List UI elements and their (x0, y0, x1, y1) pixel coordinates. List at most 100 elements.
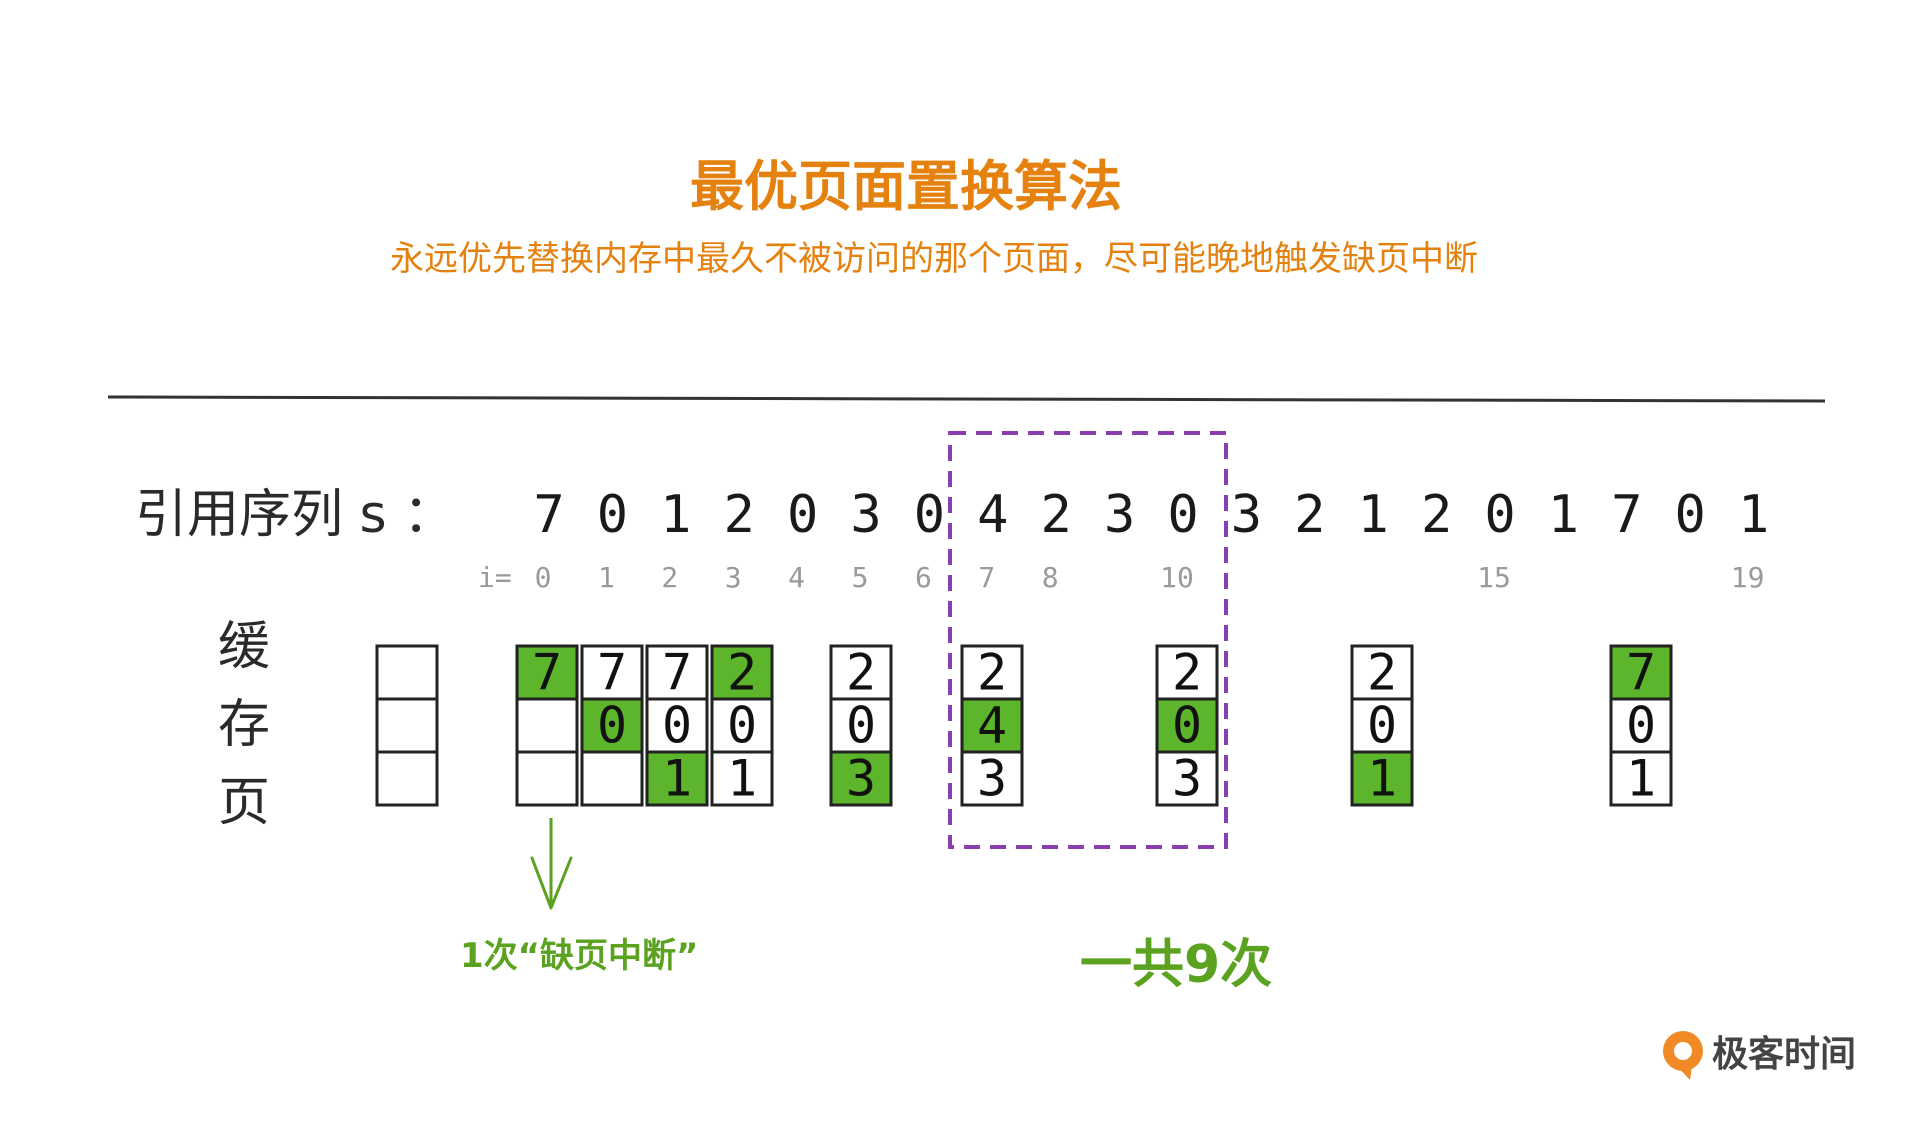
cache-column: 701 (645, 644, 709, 808)
cache-cell (960, 644, 1024, 701)
cache-cell-new (1350, 750, 1414, 807)
logo-text: 极客时间 (1712, 1034, 1856, 1075)
sequence-index: 19 (1731, 561, 1765, 594)
cache-cell (829, 644, 893, 701)
sequence-value: 1 (1358, 485, 1389, 545)
sequence-index: 4 (788, 561, 805, 594)
cache-cell-value: 7 (532, 644, 562, 702)
sequence-value: 2 (1041, 485, 1072, 545)
cache-label-char-3: 页 (218, 773, 270, 833)
cache-cell-value: 3 (1172, 750, 1202, 808)
cache-cell-value: 7 (1626, 644, 1656, 702)
cache-cell (375, 644, 439, 701)
sequence-index: 15 (1477, 561, 1511, 594)
sequence-index: 7 (978, 561, 995, 594)
cache-cell-new (645, 750, 709, 807)
cache-cell-value: 0 (1172, 697, 1202, 755)
cache-label: 缓 存 页 (218, 617, 270, 833)
sequence-value: 0 (597, 485, 628, 545)
sequence-value: 3 (1104, 485, 1135, 545)
sequence-value: 2 (1421, 485, 1452, 545)
first-fault-arrow (530, 818, 573, 910)
cache-cell-value: 0 (662, 697, 692, 755)
cache-cell (710, 697, 774, 754)
sequence-index: 10 (1160, 561, 1194, 594)
sequence-index: 5 (852, 561, 869, 594)
sequence-value: 1 (660, 485, 691, 545)
sequence-index: 0 (535, 561, 552, 594)
sequence-value: 3 (850, 485, 881, 545)
sequence-index: 6 (915, 561, 932, 594)
cache-cell (645, 697, 709, 754)
cache-label-char-2: 存 (218, 695, 270, 755)
sequence-value: 1 (1548, 485, 1579, 545)
cache-cell (710, 750, 774, 807)
sequence-label: 引用序列 s ： (135, 485, 455, 545)
cache-cell-value: 2 (1367, 644, 1397, 702)
sequence-value: 0 (1167, 485, 1198, 545)
sequence-value: 7 (533, 485, 564, 545)
sequence-value: 7 (1611, 485, 1642, 545)
sequence-value: 1 (1738, 485, 1769, 545)
page-subtitle: 永远优先替换内存中最久不被访问的那个页面，尽可能晚地触发缺页中断 (390, 239, 1478, 279)
cache-cell (580, 750, 644, 807)
sequence-value: 0 (787, 485, 818, 545)
index-prefix: i= (478, 561, 512, 594)
cache-cell (580, 644, 644, 701)
cache-cell-new (710, 644, 774, 701)
cache-cell-value: 2 (727, 644, 757, 702)
sequence-index: 3 (725, 561, 742, 594)
total-faults-note: 一共9次 (1080, 935, 1272, 995)
sequence-index: 2 (661, 561, 678, 594)
cache-cell-new (829, 750, 893, 807)
cache-cell-value: 7 (662, 644, 692, 702)
cache-cell (375, 750, 439, 807)
cache-cell-value: 0 (1626, 697, 1656, 755)
cache-column: 203 (1155, 644, 1219, 808)
observation-window (948, 431, 1228, 849)
cache-cell-value: 2 (846, 644, 876, 702)
cache-cell (1609, 750, 1673, 807)
cache-cell (960, 750, 1024, 807)
cache-column: 7 (515, 644, 579, 807)
cache-cell (515, 750, 579, 807)
cache-cell (375, 697, 439, 754)
divider-line (107, 395, 1826, 403)
sequence-index: 1 (598, 561, 615, 594)
cache-cell-value: 2 (977, 644, 1007, 702)
cache-cell-value: 7 (597, 644, 627, 702)
cache-label-char-1: 缓 (218, 617, 270, 677)
cache-cell-value: 1 (1367, 750, 1397, 808)
geektime-logo-icon (1663, 1031, 1703, 1080)
cache-cell-value: 0 (1367, 697, 1397, 755)
cache-cell (1155, 750, 1219, 807)
cache-column: 243 (960, 644, 1024, 808)
cache-cell-value: 0 (846, 697, 876, 755)
sequence-value: 0 (1675, 485, 1706, 545)
cache-column-initial (375, 644, 439, 807)
cache-cell (515, 697, 579, 754)
cache-column: 203 (829, 644, 893, 808)
sequence-value: 2 (1294, 485, 1325, 545)
cache-column: 70 (580, 644, 644, 807)
cache-cell-new (960, 697, 1024, 754)
sequence-index: 8 (1042, 561, 1059, 594)
sequence-value: 3 (1231, 485, 1262, 545)
first-fault-note: 1次“缺页中断” (460, 936, 698, 976)
cache-cell-value: 3 (977, 750, 1007, 808)
cache-cell-value: 4 (977, 697, 1007, 755)
cache-cell-value: 1 (727, 750, 757, 808)
sequence-value: 0 (914, 485, 945, 545)
cache-cell-value: 1 (1626, 750, 1656, 808)
sequence-value: 0 (1484, 485, 1515, 545)
cache-cell (829, 697, 893, 754)
cache-column: 201 (710, 644, 774, 808)
sequence-indices: i= 0 1 2 3 4 5 6 7 8 10 15 19 (478, 561, 1764, 594)
cache-cell-value: 0 (727, 697, 757, 755)
cache-column: 701 (1609, 644, 1673, 808)
cache-cell-value: 0 (597, 697, 627, 755)
cache-cell-value: 1 (662, 750, 692, 808)
